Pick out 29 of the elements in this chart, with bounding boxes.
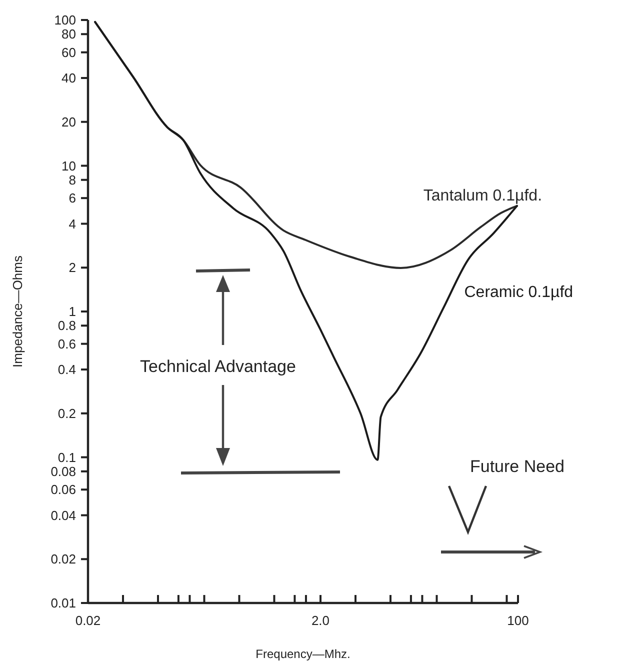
y-tick-label: 0.06 [50, 482, 76, 498]
x-axis-title: Frequency—Mhz. [256, 647, 350, 661]
y-tick-label: 0.2 [58, 406, 76, 421]
y-tick-label: 2 [68, 260, 76, 276]
x-tick-label: 100 [507, 613, 529, 628]
y-tick-label: 1 [68, 304, 76, 320]
y-axis-title: Impedance—Ohms [10, 255, 25, 368]
y-tick-label: 0.02 [50, 552, 76, 567]
series-label: Ceramic 0.1µfd [464, 284, 574, 301]
y-tick-label: 20 [62, 114, 76, 130]
annotation: Technical Advantage [140, 357, 296, 376]
x-tick-label: 2.0 [311, 613, 330, 628]
y-tick-label: 6 [68, 190, 76, 206]
y-tick-label: 4 [68, 216, 76, 232]
annotation: Future Need [470, 457, 564, 476]
y-tick-label: 60 [62, 44, 76, 60]
series-label: Tantalum 0.1µfd. [423, 188, 542, 205]
y-tick-label: 80 [62, 26, 76, 42]
y-tick-label: 40 [62, 70, 76, 86]
y-tick-label: 0.4 [58, 362, 76, 378]
y-tick-label: 0.01 [50, 596, 76, 611]
y-tick-label: 10 [62, 158, 76, 174]
y-tick-label: 8 [68, 172, 76, 188]
y-tick-label: 0.1 [58, 450, 76, 465]
y-tick-label: 0.8 [58, 318, 76, 334]
y-tick-label: 100 [54, 12, 76, 28]
y-tick-label: 0.04 [50, 508, 76, 523]
y-tick-label: 0.08 [50, 464, 76, 479]
y-tick-label: 0.6 [58, 336, 76, 352]
